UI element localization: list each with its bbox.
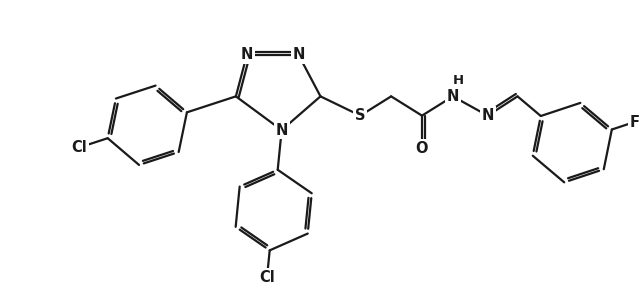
Text: Cl: Cl — [72, 140, 87, 155]
Text: H: H — [452, 74, 463, 87]
Text: N: N — [292, 47, 305, 62]
Text: N: N — [481, 108, 494, 123]
Text: S: S — [355, 108, 365, 123]
Text: N: N — [241, 47, 253, 62]
Text: N: N — [447, 89, 459, 104]
Text: N: N — [275, 123, 288, 137]
Text: Cl: Cl — [259, 270, 275, 284]
Text: O: O — [416, 141, 428, 156]
Text: F: F — [629, 114, 639, 130]
